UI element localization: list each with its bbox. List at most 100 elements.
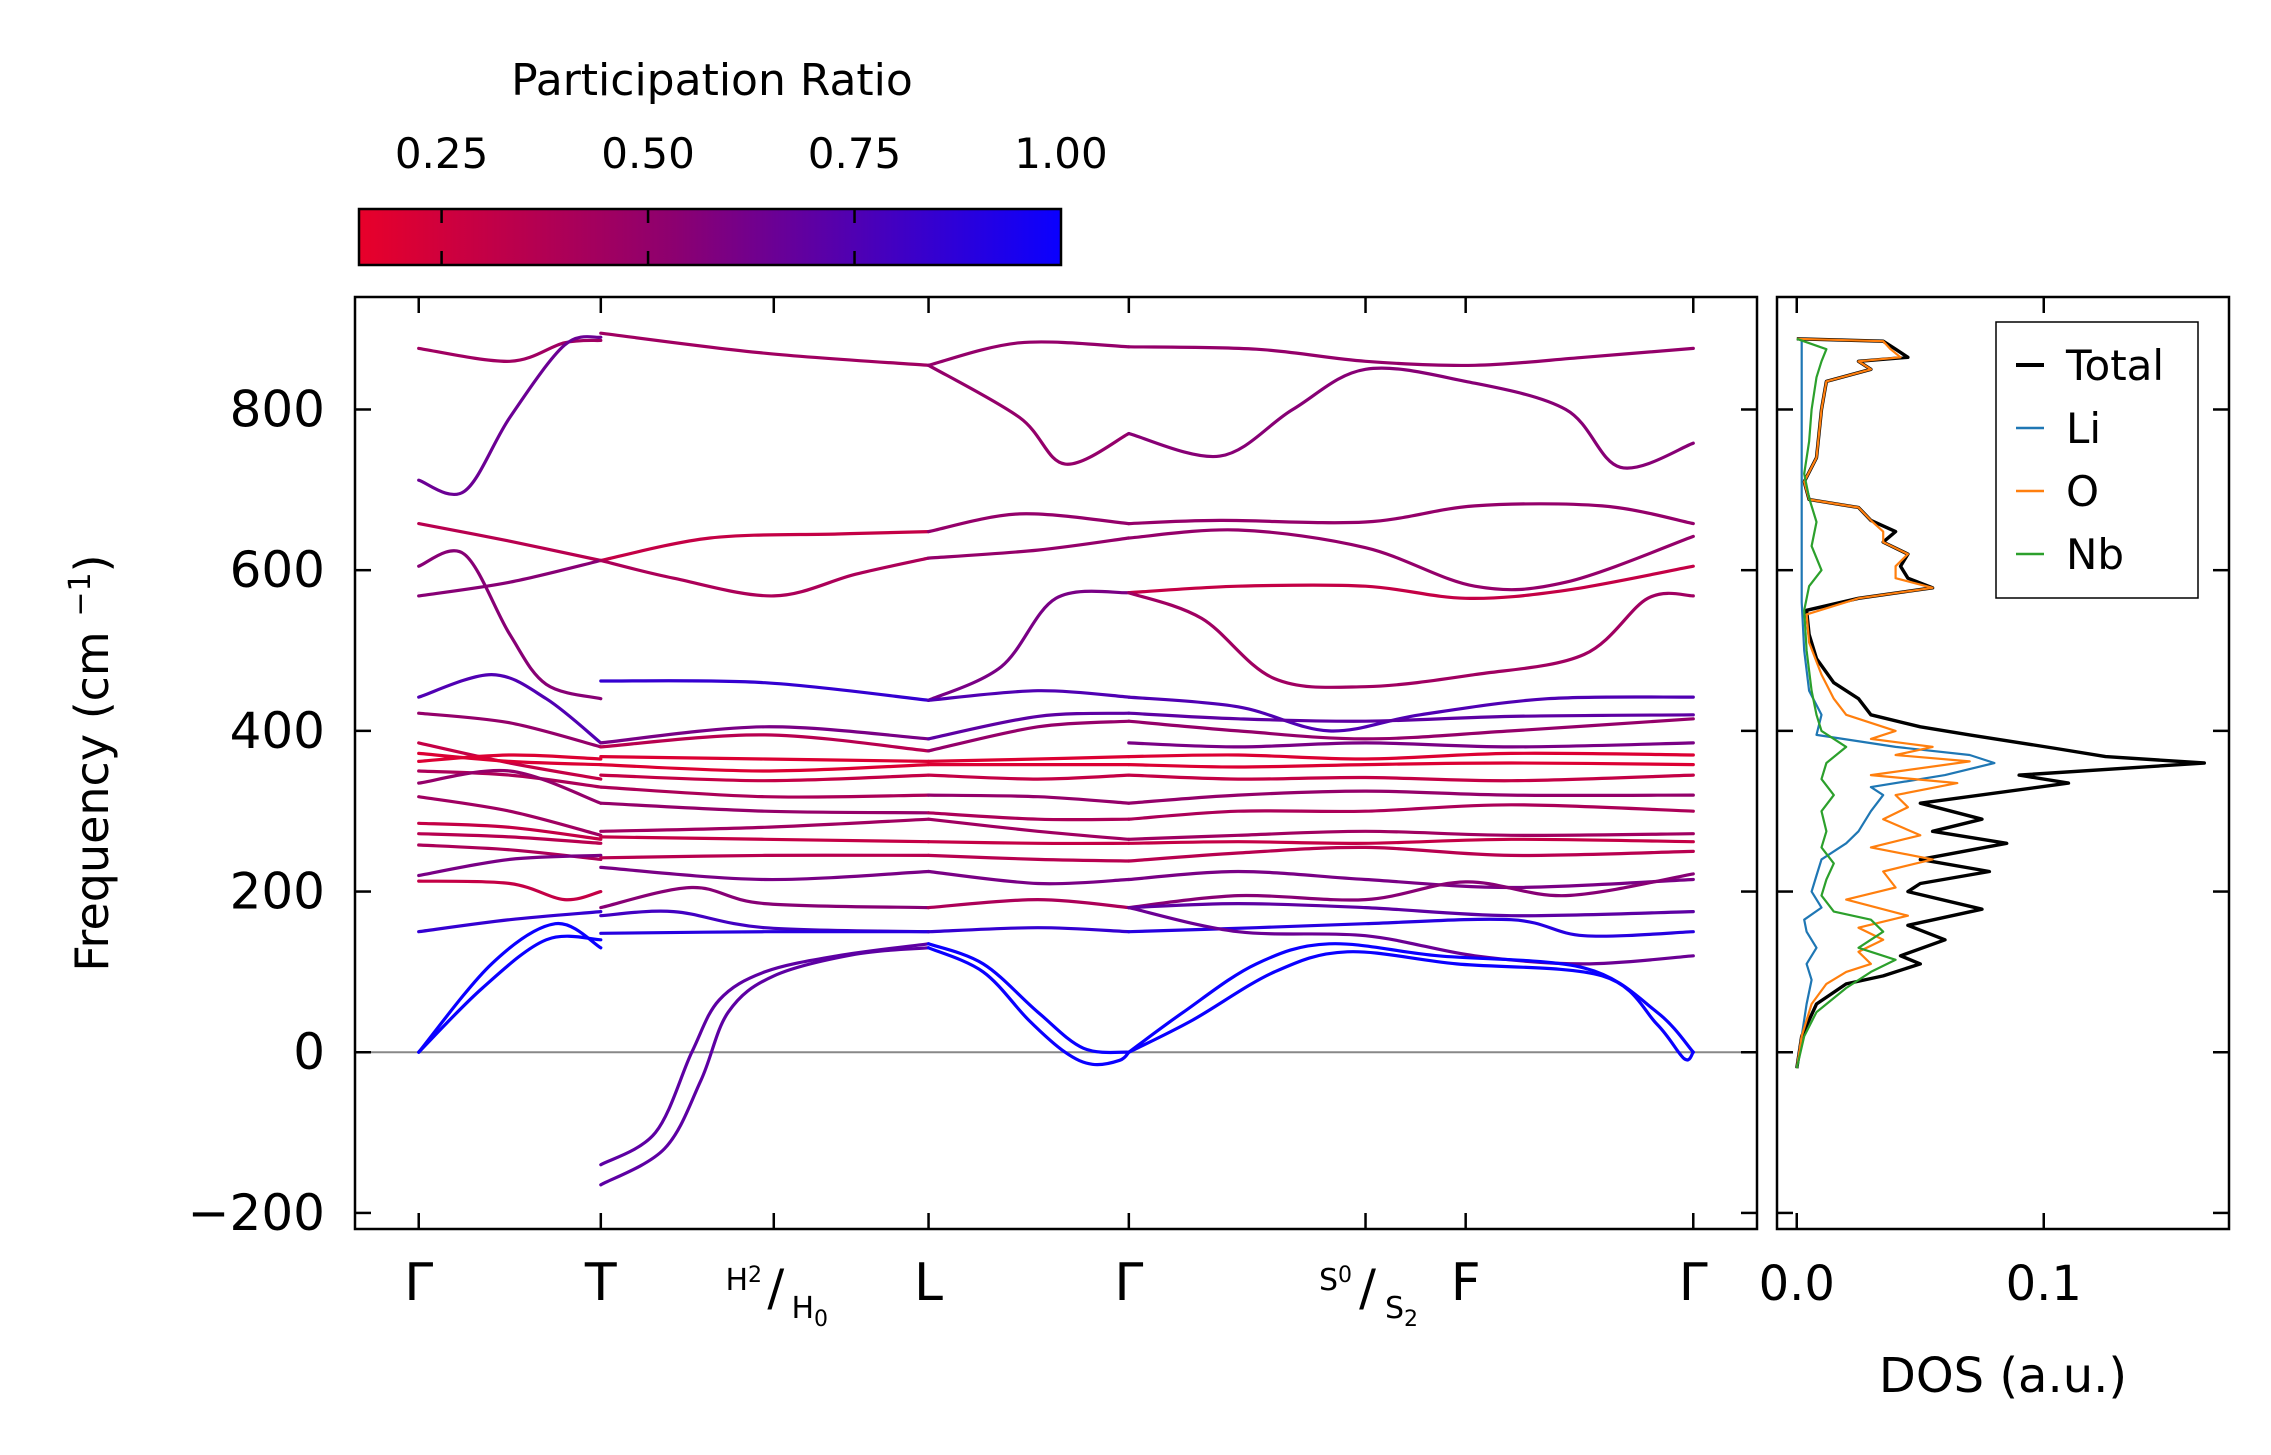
dos-x-ticks: 0.0 0.1 <box>1759 297 2082 1312</box>
phonon-branch <box>926 773 1131 781</box>
dos-x-axis-label: DOS (a.u.) <box>1879 1348 2127 1404</box>
x-tick-label: L <box>914 1253 943 1313</box>
legend-box <box>1995 321 2199 599</box>
phonon-branch <box>417 753 603 763</box>
phonon-branch <box>1127 773 1695 783</box>
phonon-branch <box>599 679 931 702</box>
phonon-branch <box>599 865 931 882</box>
phonon-branch <box>599 930 931 935</box>
phonon-branch <box>1127 803 1695 821</box>
phonon-branch <box>417 338 603 363</box>
phonon-branch <box>417 853 603 878</box>
phonon-branch <box>599 817 931 833</box>
legend-label: O <box>2066 467 2099 516</box>
phonon-branch <box>599 946 931 1187</box>
phonon-branch <box>417 711 603 749</box>
phonon-branch <box>599 733 931 753</box>
dos-x-tick-label: 0.1 <box>2006 1256 2082 1312</box>
phonon-branch <box>599 835 931 844</box>
phonon-branch <box>1127 345 1695 368</box>
band-y-ticks: −200 0 200 400 600 800 <box>188 380 1757 1242</box>
x-tick-label-compound: H2 <box>725 1263 762 1298</box>
dos-lines <box>1795 337 2206 1069</box>
phonon-branch <box>926 755 1131 763</box>
x-tick-label: Γ <box>404 1253 433 1313</box>
phonon-branch <box>926 811 1131 822</box>
x-tick-label-right-sub: 0 <box>814 1307 828 1332</box>
phonon-branch <box>417 922 603 1054</box>
y-tick-label: 400 <box>230 702 325 760</box>
legend-label: Li <box>2066 404 2101 453</box>
phonon-branch <box>926 793 1131 805</box>
dos-series-li <box>1795 338 1996 1069</box>
phonon-branch <box>926 942 1131 1055</box>
phonon-branch <box>1127 845 1695 863</box>
phonon-branch <box>417 910 603 934</box>
band-lines <box>417 331 1695 1187</box>
phonon-branch <box>417 832 603 845</box>
x-tick-label-left: H <box>725 1263 748 1298</box>
colorbar-tick-label: 0.50 <box>601 129 695 178</box>
colorbar-tick-label: 1.00 <box>1014 129 1108 178</box>
x-tick-label-left-sub: 2 <box>748 1263 762 1288</box>
phonon-branch <box>599 331 931 367</box>
phonon-branch <box>417 795 603 837</box>
dos-legend: Total Li O Nb <box>1995 321 2199 599</box>
phonon-branch <box>926 363 1131 466</box>
phonon-branch <box>599 763 931 773</box>
x-tick-label-left-sub: 0 <box>1338 1263 1352 1288</box>
phonon-branch <box>1127 564 1695 600</box>
phonon-branch <box>1127 917 1695 938</box>
phonon-branch <box>599 725 931 745</box>
x-tick-label-compound: S2 <box>1385 1291 1418 1332</box>
phonon-branch <box>926 689 1131 702</box>
y-tick-label: −200 <box>188 1184 325 1242</box>
dos-series-o <box>1795 337 1971 1069</box>
phonon-branch <box>417 751 603 767</box>
phonon-branch <box>599 942 931 1167</box>
phonon-branch <box>926 946 1131 1067</box>
phonon-branch <box>926 853 1131 863</box>
dos-x-tick-label: 0.0 <box>1759 1256 1835 1312</box>
phonon-branch <box>1127 829 1695 841</box>
phonon-branch <box>417 769 603 789</box>
phonon-branch <box>417 558 603 598</box>
colorbar-title: Participation Ratio <box>511 55 913 106</box>
x-tick-label: Γ <box>1114 1253 1143 1313</box>
x-tick-label-compound: H0 <box>791 1291 828 1332</box>
legend-label: Nb <box>2066 530 2124 579</box>
y-axis-label-superscript: −1 <box>63 572 98 616</box>
phonon-branch <box>599 909 931 934</box>
phonon-branch <box>1127 950 1695 1062</box>
band-x-ticks: Γ T H2/H0L Γ S0/S2F Γ <box>404 297 1708 1332</box>
x-tick-label-slash: / <box>767 1259 784 1317</box>
colorbar-tick-label: 0.25 <box>395 129 489 178</box>
phonon-branch <box>417 821 603 841</box>
phonon-branch <box>1127 872 1695 910</box>
x-tick-label: Γ <box>1679 1253 1708 1313</box>
phonon-branch <box>926 719 1131 753</box>
phonon-branch <box>1127 789 1695 805</box>
phonon-branch <box>1127 942 1695 1054</box>
dos-panel: 0.0 0.1 DOS (a.u.) Total Li O Nb <box>1759 295 2231 1404</box>
phonon-branch <box>1127 591 1695 689</box>
y-axis-label-tail: ) <box>65 554 119 572</box>
phonon-branch <box>599 556 931 598</box>
phonon-branch <box>417 335 603 496</box>
phonon-branch <box>926 817 1131 841</box>
colorbar-ticks: 0.25 0.50 0.75 1.00 <box>395 129 1108 265</box>
dos-panel-frame <box>1775 295 2231 1231</box>
colorbar-gradient <box>357 207 1063 267</box>
phonon-branch <box>599 773 931 783</box>
phonon-branch <box>926 340 1131 367</box>
phonon-branch <box>926 512 1131 534</box>
phonon-branch <box>1127 869 1695 890</box>
phonon-branch <box>599 785 931 799</box>
phonon-branch <box>1127 761 1695 769</box>
phonon-branch <box>926 926 1131 934</box>
dos-series-nb <box>1795 337 1897 1069</box>
y-axis-label-text: Frequency (cm <box>65 631 119 971</box>
phonon-branch <box>926 536 1131 560</box>
phonon-branch <box>1127 837 1695 845</box>
phonon-branch <box>1127 711 1695 723</box>
